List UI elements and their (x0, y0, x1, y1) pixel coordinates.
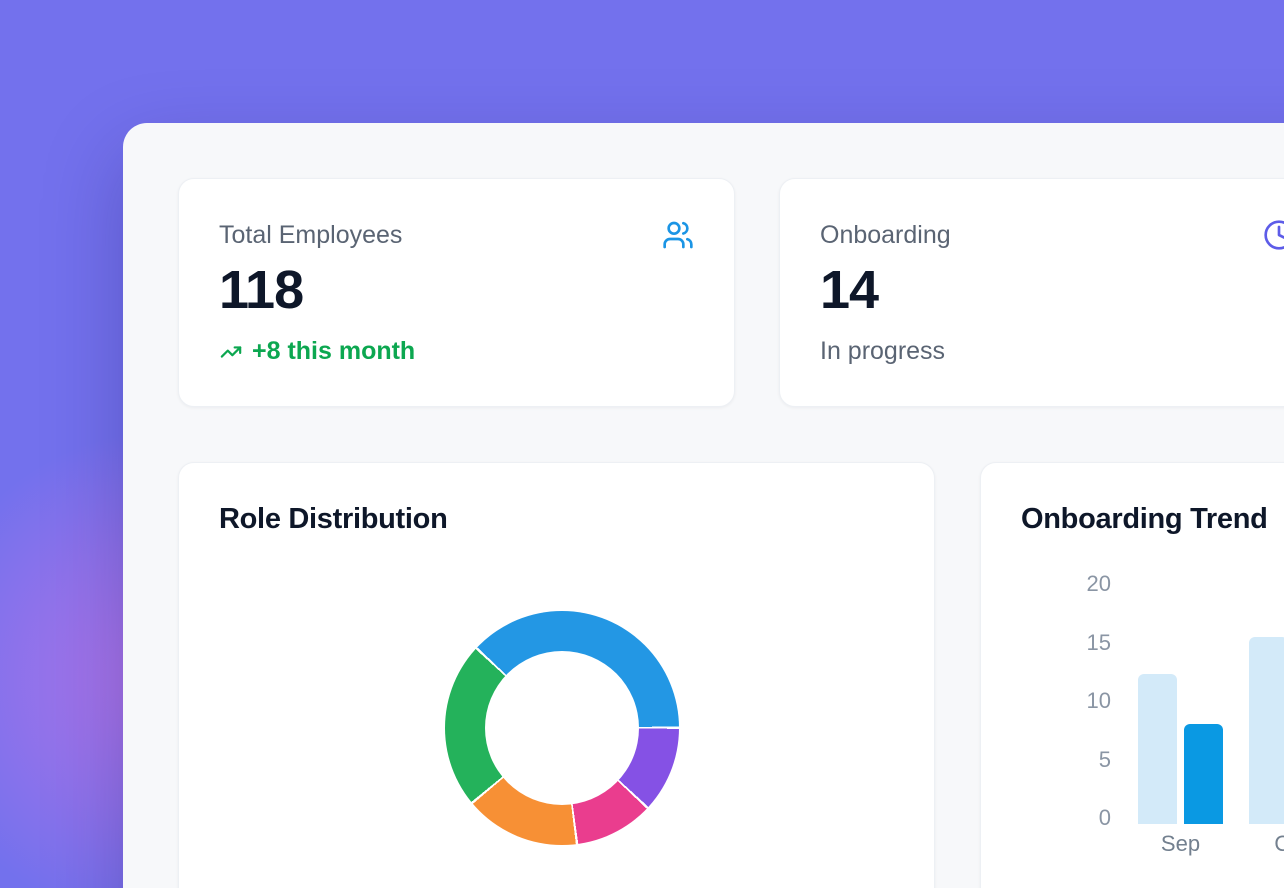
trend-text: +8 this month (252, 337, 416, 365)
bar-dark-blue-sep[interactable] (1184, 724, 1223, 824)
donut-hole (485, 651, 639, 805)
y-axis-tick-label: 10 (1086, 688, 1111, 713)
trend-indicator: +8 this month (219, 337, 694, 366)
stat-subtext: In progress (820, 337, 946, 365)
y-axis-tick-label: 15 (1086, 629, 1111, 655)
stat-label: Total Employees (219, 221, 403, 249)
clock-icon (1263, 219, 1284, 251)
x-axis-category-label: Oct (1274, 831, 1284, 856)
stat-value: 118 (219, 260, 304, 320)
y-axis-tick-label: 20 (1086, 571, 1111, 596)
y-axis-tick-label: 5 (1098, 746, 1111, 772)
chart-title: Role Distribution (219, 503, 448, 535)
chart-title: Onboarding Trend (1021, 503, 1268, 535)
y-axis-tick-label: 0 (1098, 805, 1111, 830)
bar-chart-plot[interactable]: 0 5 10 15 20 Sep Oct (981, 463, 1284, 888)
donut-chart[interactable] (445, 611, 679, 845)
chart-card-onboarding-trend: Onboarding Trend 0 5 10 15 20 Sep Oct (980, 462, 1284, 888)
stat-card-total-employees: Total Employees 118 (178, 178, 735, 407)
trending-up-icon (219, 341, 243, 363)
users-icon (662, 219, 694, 251)
stat-label: Onboarding (820, 221, 951, 249)
bar-light-blue-sep[interactable] (1138, 674, 1177, 824)
stat-card-onboarding: Onboarding 14 In progress (779, 178, 1284, 407)
stat-value: 14 (820, 260, 879, 320)
bar-light-blue-oct[interactable] (1249, 636, 1284, 824)
dashboard-panel: Total Employees 118 (123, 123, 1284, 888)
x-axis-category-label: Sep (1160, 831, 1201, 856)
chart-card-role-distribution: Role Distribution (178, 462, 935, 888)
